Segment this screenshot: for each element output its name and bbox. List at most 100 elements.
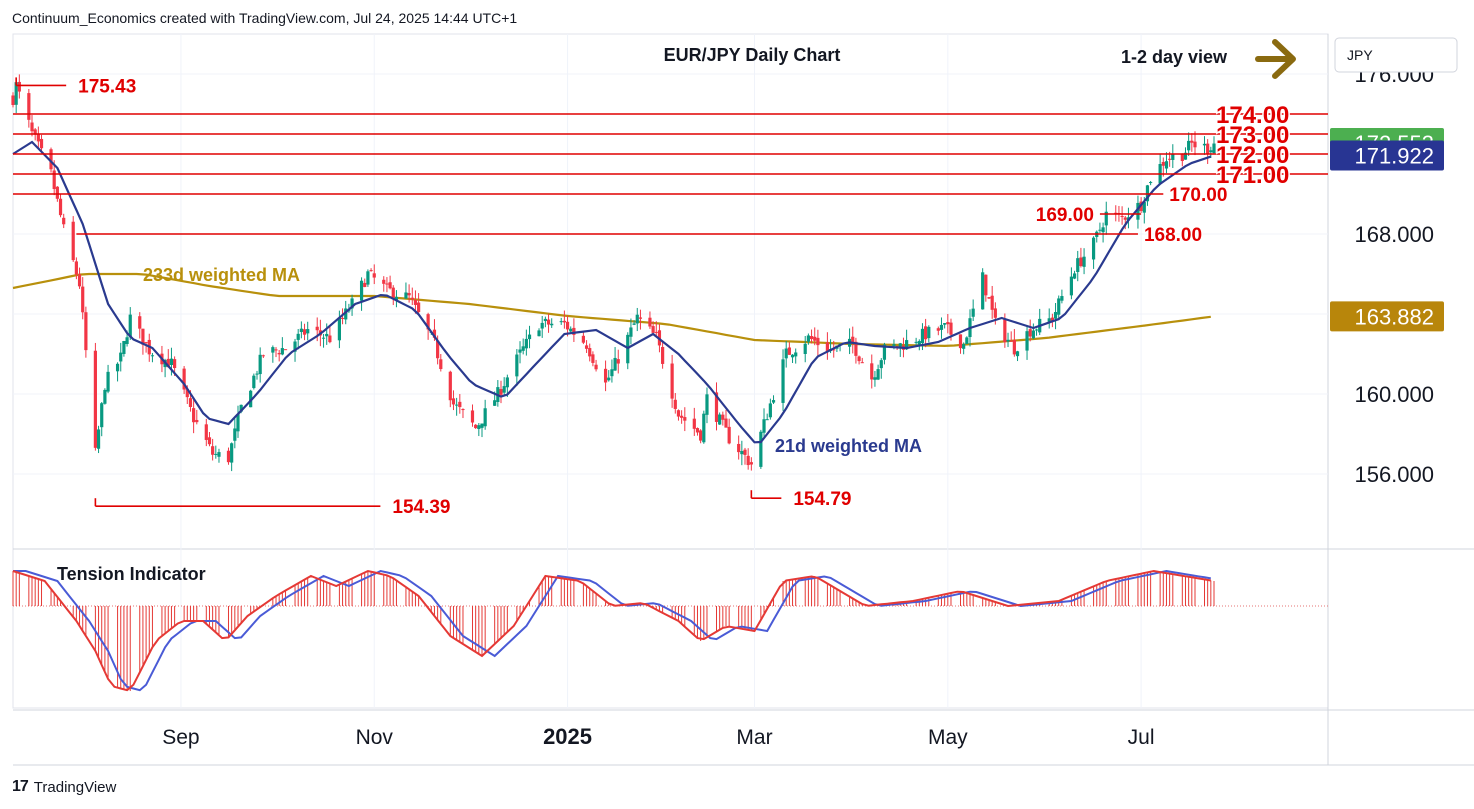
candle-body	[565, 321, 570, 330]
resistance-label: 174.00	[1216, 102, 1289, 129]
candle-body	[100, 403, 104, 428]
currency-button[interactable]: JPY	[1334, 37, 1458, 73]
candle-body	[340, 317, 345, 319]
candle	[84, 306, 88, 358]
candle-body	[759, 431, 763, 467]
candle-body	[540, 322, 544, 329]
candle	[1180, 153, 1184, 167]
candle-body	[1028, 329, 1032, 337]
candle-body	[74, 261, 78, 275]
candle	[115, 362, 120, 382]
candle	[825, 332, 829, 360]
candle-body	[651, 326, 655, 333]
candle	[277, 349, 281, 362]
candle-body	[188, 398, 193, 407]
candle-body	[1180, 153, 1184, 161]
candle-body	[1072, 273, 1077, 279]
candle-body	[337, 317, 341, 341]
candle	[1209, 146, 1213, 158]
candle	[771, 395, 776, 405]
price-tag-ma233: 163.882	[1330, 301, 1444, 332]
candle-body	[588, 348, 592, 357]
candle	[527, 325, 532, 349]
candle	[860, 357, 864, 364]
candle	[743, 447, 747, 465]
x-tick-label: Jul	[1128, 726, 1155, 749]
candle	[369, 268, 373, 272]
candle	[546, 313, 551, 333]
candle-body	[521, 346, 525, 351]
candle-body	[58, 198, 63, 216]
ma21-layer	[12, 140, 1212, 444]
candle-body	[477, 425, 481, 430]
footer: 17 TradingView	[12, 778, 116, 796]
candle	[746, 448, 750, 470]
candle	[474, 424, 478, 429]
candle-body	[939, 324, 944, 330]
candle	[36, 126, 40, 148]
candle-body	[984, 274, 988, 296]
candle	[455, 397, 459, 416]
candle-body	[702, 413, 706, 443]
candle-body	[648, 317, 652, 327]
price-tag-label: 163.882	[1354, 304, 1434, 329]
candle-body	[122, 341, 126, 354]
candle	[876, 364, 880, 381]
chart-title: EUR/JPY Daily Chart	[664, 45, 841, 65]
candle-body	[1202, 143, 1207, 146]
ma21-label: 21d weighted MA	[775, 436, 922, 456]
candle	[325, 323, 329, 345]
candle	[965, 336, 969, 345]
candle	[192, 397, 196, 434]
candle	[230, 442, 234, 472]
candle	[683, 407, 687, 432]
candle-body	[1031, 330, 1035, 339]
candle	[661, 342, 665, 369]
candle-body	[594, 364, 598, 370]
swing-label: 154.79	[793, 489, 851, 510]
candle-body	[1136, 202, 1140, 220]
candle	[635, 307, 639, 332]
candle-body	[236, 414, 240, 432]
candle	[809, 329, 814, 344]
candle-body	[882, 344, 887, 360]
candle	[1098, 222, 1102, 234]
candle	[1120, 206, 1124, 225]
candle-body	[946, 322, 950, 325]
candle	[1079, 247, 1083, 268]
candle-body	[436, 340, 440, 359]
tension-indicator-title: Tension Indicator	[57, 564, 206, 584]
resistance-label: 173.00	[1216, 122, 1289, 149]
candle-body	[1009, 340, 1013, 342]
candle	[1149, 180, 1153, 186]
candle	[502, 377, 506, 397]
candle-body	[439, 359, 443, 370]
candle-body	[816, 337, 820, 346]
candle	[870, 354, 874, 389]
candle	[119, 342, 123, 372]
candle	[407, 284, 411, 303]
x-tick-label: May	[928, 726, 968, 749]
candle	[524, 329, 528, 356]
footer-brand[interactable]: TradingView	[33, 778, 117, 796]
candle	[594, 359, 598, 372]
candle	[559, 317, 563, 325]
candle	[144, 341, 148, 353]
candle-body	[480, 423, 484, 428]
candle	[714, 382, 719, 431]
support-label: 168.00	[1144, 225, 1202, 246]
candle	[1012, 329, 1016, 357]
candle-body	[806, 335, 810, 342]
candle-body	[898, 343, 902, 347]
candle	[768, 398, 772, 420]
candle	[873, 370, 877, 387]
candle	[182, 366, 186, 394]
candle-body	[461, 409, 465, 411]
view-horizon-label: 1-2 day view	[1121, 47, 1228, 67]
candle-body	[252, 375, 256, 389]
candle-body	[559, 321, 563, 323]
candle	[806, 333, 810, 345]
candle	[404, 282, 408, 300]
candle-body	[192, 408, 196, 423]
candle-body	[724, 418, 728, 428]
